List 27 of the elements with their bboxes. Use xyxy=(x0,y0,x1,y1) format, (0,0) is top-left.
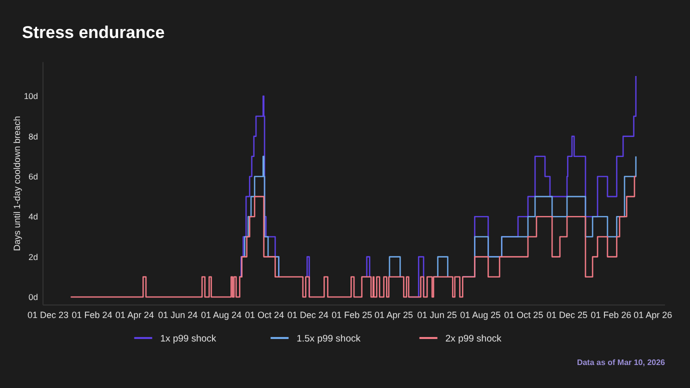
y-tick-label: 6d xyxy=(28,171,38,182)
x-tick-label: 01 Apr 25 xyxy=(374,310,414,320)
x-tick-label: 01 Apr 24 xyxy=(115,310,154,320)
x-tick-label: 01 Dec 25 xyxy=(546,310,588,320)
chart-title: Stress endurance xyxy=(22,23,165,42)
x-tick-label: 01 Feb 25 xyxy=(332,310,372,320)
legend-label: 1x p99 shock xyxy=(160,333,216,344)
legend-label: 1.5x p99 shock xyxy=(296,333,361,344)
x-tick-label: 01 Jun 25 xyxy=(417,310,457,320)
x-tick-label: 01 Dec 23 xyxy=(27,310,68,320)
x-tick-label: 01 Apr 26 xyxy=(634,310,672,320)
y-tick-label: 10d xyxy=(24,91,38,102)
legend-label: 2x p99 shock xyxy=(445,333,502,344)
text: Data as of Mar 10, 2026 xyxy=(576,358,666,367)
y-tick-label: 4d xyxy=(28,212,38,222)
x-tick-label: 01 Jun 24 xyxy=(158,310,198,320)
x-tick-label: 01 Aug 24 xyxy=(200,310,242,320)
x-tick-label: 01 Feb 26 xyxy=(590,310,632,320)
y-axis-title: Days until 1-day cooldown breach xyxy=(12,116,22,252)
x-tick-label: 01 Aug 25 xyxy=(460,310,501,320)
x-tick-label: 01 Dec 24 xyxy=(287,310,328,320)
x-tick-label: 01 Oct 24 xyxy=(245,310,284,320)
y-tick-label: 8d xyxy=(28,131,38,142)
x-tick-label: 01 Oct 25 xyxy=(504,310,544,320)
x-tick-label: 01 Feb 24 xyxy=(72,310,112,320)
y-tick-label: 0d xyxy=(28,292,38,302)
y-tick-label: 2d xyxy=(28,252,38,262)
